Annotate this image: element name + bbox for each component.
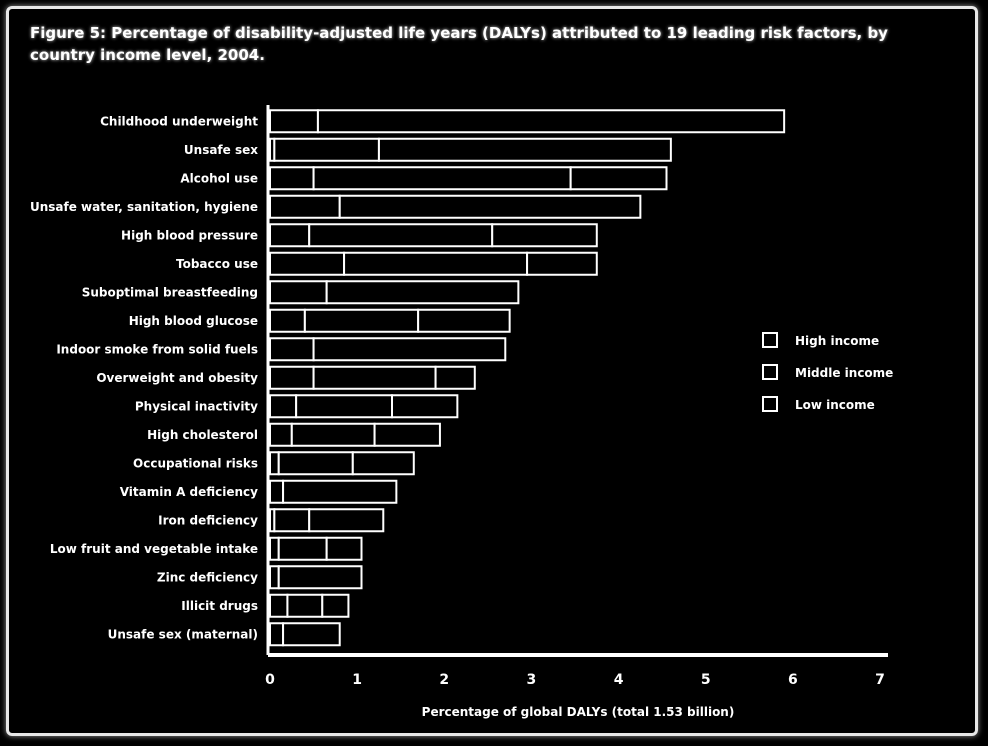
bar-segment-high-income bbox=[269, 223, 311, 248]
bar-segment-low-income bbox=[417, 308, 511, 333]
x-tick-label: 0 bbox=[265, 672, 275, 688]
bar-segment-high-income bbox=[269, 451, 280, 476]
bar-segment-middle-income bbox=[269, 622, 285, 647]
category-label: Unsafe water, sanitation, hygiene bbox=[30, 200, 258, 214]
bar-segment-middle-income bbox=[269, 280, 328, 305]
x-tick-label: 3 bbox=[527, 672, 537, 688]
legend-swatch bbox=[762, 332, 778, 348]
bar-segment-low-income bbox=[373, 422, 441, 447]
bar-segment-high-income bbox=[269, 593, 289, 618]
bar-segment-low-income bbox=[391, 394, 459, 419]
bar-segment-low-income bbox=[321, 593, 350, 618]
bar-segment-middle-income bbox=[269, 565, 280, 590]
bar-segment-middle-income bbox=[303, 308, 420, 333]
bar-segment-middle-income bbox=[273, 137, 380, 162]
category-label: Indoor smoke from solid fuels bbox=[56, 342, 258, 356]
category-label: Low fruit and vegetable intake bbox=[50, 542, 258, 556]
category-label: High cholesterol bbox=[147, 428, 258, 442]
bar-segment-low-income bbox=[312, 337, 507, 362]
legend-label: Low income bbox=[795, 398, 875, 412]
category-label: Occupational risks bbox=[133, 456, 258, 470]
x-tick-label: 4 bbox=[614, 672, 624, 688]
bar-segment-middle-income bbox=[269, 194, 341, 219]
bar-segment-middle-income bbox=[269, 109, 319, 134]
x-tick-label: 2 bbox=[439, 672, 449, 688]
x-tick-label: 6 bbox=[788, 672, 798, 688]
x-tick-label: 1 bbox=[352, 672, 362, 688]
bar-segment-low-income bbox=[316, 109, 786, 134]
bar-segment-middle-income bbox=[290, 422, 376, 447]
category-label: Physical inactivity bbox=[135, 399, 258, 413]
bar-segment-middle-income bbox=[269, 479, 285, 504]
bar-segment-middle-income bbox=[269, 337, 315, 362]
bar-segment-middle-income bbox=[273, 508, 311, 533]
category-label: Zinc deficiency bbox=[157, 570, 258, 584]
bar-segment-low-income bbox=[434, 365, 476, 390]
bar-segment-low-income bbox=[325, 280, 520, 305]
bar-segment-middle-income bbox=[295, 394, 393, 419]
bar-segment-high-income bbox=[269, 308, 306, 333]
bar-segment-low-income bbox=[491, 223, 598, 248]
category-label: Illicit drugs bbox=[181, 599, 258, 613]
category-label: High blood glucose bbox=[129, 314, 258, 328]
bar-segment-middle-income bbox=[277, 451, 354, 476]
bar-segment-high-income bbox=[269, 394, 298, 419]
category-label: Suboptimal breastfeeding bbox=[82, 285, 258, 299]
chart-frame bbox=[6, 6, 978, 736]
bar-segment-low-income bbox=[282, 622, 341, 647]
bar-segment-low-income bbox=[351, 451, 415, 476]
bar-segment-middle-income bbox=[308, 223, 494, 248]
x-tick-label: 7 bbox=[875, 672, 885, 688]
bar-segment-high-income bbox=[269, 251, 346, 276]
bar-segment-high-income bbox=[269, 536, 280, 561]
bars-group bbox=[269, 109, 786, 647]
bar-segment-high-income bbox=[269, 166, 315, 191]
category-label: Unsafe sex bbox=[184, 143, 258, 157]
category-label: High blood pressure bbox=[121, 228, 258, 242]
category-label: Childhood underweight bbox=[100, 114, 258, 128]
chart-title: Figure 5: Percentage of disability-adjus… bbox=[30, 24, 888, 64]
category-label: Iron deficiency bbox=[158, 513, 258, 527]
category-labels: Childhood underweight Unsafe sex Alcohol u… bbox=[30, 114, 258, 641]
category-label: Vitamin A deficiency bbox=[120, 485, 258, 499]
bar-segment-low-income bbox=[282, 479, 398, 504]
legend: High income Middle income Low income bbox=[762, 332, 893, 412]
legend-label: High income bbox=[795, 334, 879, 348]
legend-swatch bbox=[762, 396, 778, 412]
category-label: Overweight and obesity bbox=[96, 371, 258, 385]
bar-segment-middle-income bbox=[312, 166, 572, 191]
bar-segment-low-income bbox=[325, 536, 363, 561]
legend-swatch bbox=[762, 364, 778, 380]
category-label: Alcohol use bbox=[180, 171, 258, 185]
bar-segment-middle-income bbox=[343, 251, 529, 276]
bar-segment-low-income bbox=[338, 194, 642, 219]
legend-label: Middle income bbox=[795, 366, 893, 380]
bar-segment-low-income bbox=[308, 508, 385, 533]
bar-segment-low-income bbox=[526, 251, 598, 276]
category-label: Tobacco use bbox=[176, 257, 258, 271]
bar-segment-low-income bbox=[569, 166, 668, 191]
bar-segment-low-income bbox=[377, 137, 672, 162]
bar-segment-low-income bbox=[277, 565, 363, 590]
x-tick-labels: 0 1 2 3 4 5 6 7 bbox=[265, 672, 885, 688]
x-tick-label: 5 bbox=[701, 672, 711, 688]
bar-segment-middle-income bbox=[286, 593, 324, 618]
bar-segment-high-income bbox=[269, 365, 315, 390]
bar-segment-middle-income bbox=[312, 365, 437, 390]
bar-segment-middle-income bbox=[277, 536, 328, 561]
bar-segment-high-income bbox=[269, 422, 293, 447]
x-axis-title: Percentage of global DALYs (total 1.53 b… bbox=[422, 705, 735, 719]
category-label: Unsafe sex (maternal) bbox=[108, 627, 258, 641]
